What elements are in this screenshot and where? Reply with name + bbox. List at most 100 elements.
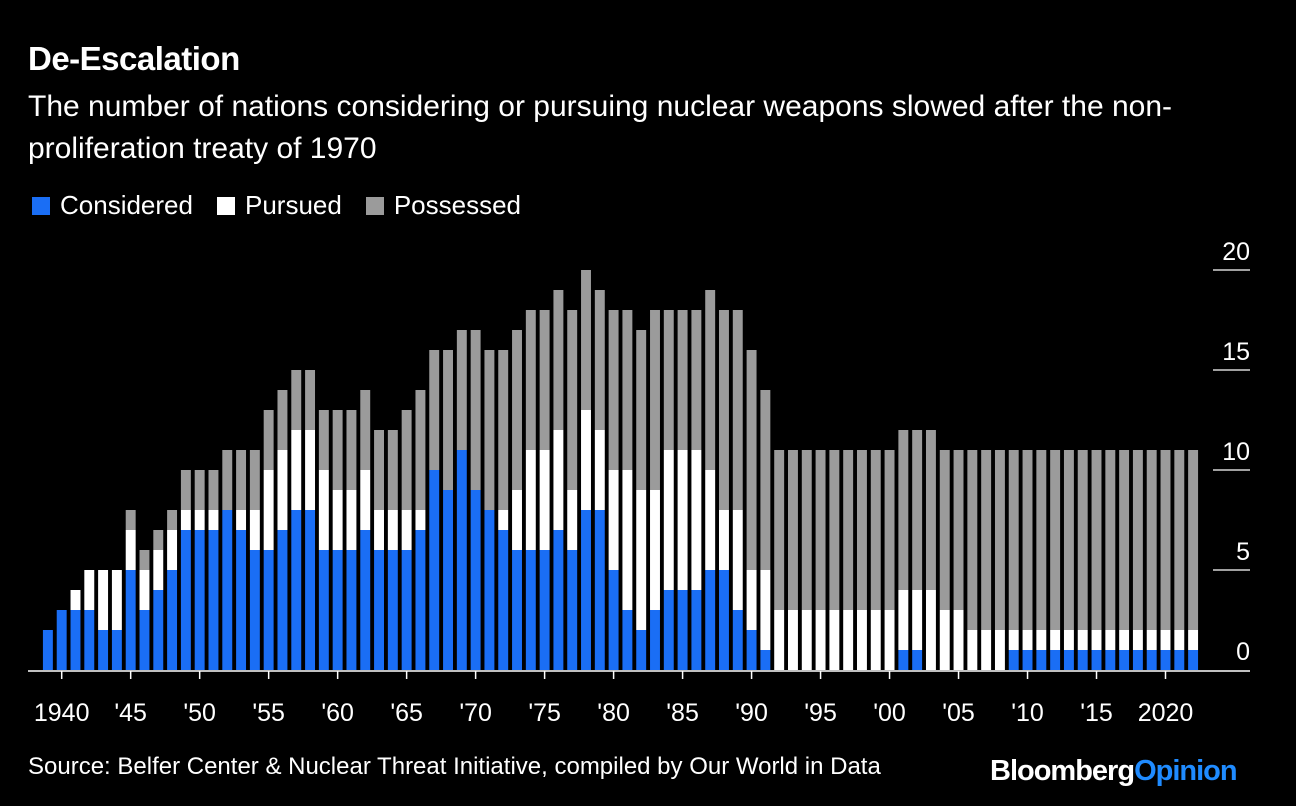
- bar-pursued-1964: [387, 510, 398, 550]
- bar-pursued-2017: [1119, 630, 1130, 650]
- bar-pursued-2021: [1174, 630, 1185, 650]
- bar-considered-1973: [512, 550, 522, 670]
- bar-pursued-1988: [719, 510, 729, 570]
- bar-possessed-1947: [153, 530, 164, 550]
- bar-pursued-1998: [856, 610, 867, 670]
- bar-possessed-1983: [650, 310, 660, 490]
- bar-pursued-1980: [608, 470, 619, 570]
- bar-considered-1955: [263, 550, 274, 670]
- bar-possessed-1954: [249, 450, 260, 510]
- x-tick-label-2020: 2020: [1138, 699, 1194, 727]
- bar-possessed-2014: [1077, 450, 1088, 630]
- bar-possessed-1961: [346, 410, 357, 490]
- bar-considered-1982: [636, 630, 647, 670]
- bar-considered-1987: [705, 570, 716, 670]
- x-tick-label-1975: '75: [528, 699, 561, 727]
- bar-possessed-1984: [663, 310, 674, 450]
- bar-possessed-1966: [415, 390, 426, 510]
- bar-possessed-1956: [277, 390, 288, 450]
- bar-possessed-2007: [981, 450, 992, 630]
- bar-considered-1943: [98, 630, 109, 670]
- bar-possessed-1979: [594, 290, 605, 430]
- x-tick-label-1960: '60: [321, 699, 354, 727]
- x-tick-label-1970: '70: [459, 699, 492, 727]
- bar-pursued-1944: [111, 570, 122, 630]
- bar-possessed-1989: [732, 310, 743, 510]
- bar-considered-1960: [332, 550, 343, 670]
- bar-pursued-2001: [898, 590, 909, 650]
- bar-possessed-1988: [719, 310, 729, 510]
- bar-possessed-2004: [939, 450, 950, 610]
- bar-possessed-1985: [677, 310, 688, 450]
- bar-pursued-2004: [939, 610, 950, 670]
- bar-pursued-2003: [925, 590, 936, 670]
- bar-considered-1983: [650, 610, 660, 670]
- bar-pursued-1989: [732, 510, 743, 610]
- bar-possessed-1962: [360, 390, 371, 470]
- bar-pursued-1963: [374, 510, 384, 550]
- bar-pursued-1977: [567, 490, 578, 550]
- bar-considered-1953: [236, 530, 247, 670]
- bar-considered-1954: [249, 550, 260, 670]
- x-tick-label-1955: '55: [252, 699, 285, 727]
- bar-considered-1946: [139, 610, 150, 670]
- bar-possessed-2000: [884, 450, 895, 610]
- bar-considered-1968: [443, 490, 453, 670]
- bar-pursued-1973: [512, 490, 522, 550]
- bar-considered-1972: [498, 530, 509, 670]
- bar-considered-1961: [346, 550, 357, 670]
- bar-possessed-1968: [443, 350, 453, 490]
- legend-item-pursued: Pursued: [216, 190, 342, 221]
- bar-considered-2022: [1188, 650, 1199, 670]
- x-tick-label-2015: '15: [1080, 699, 1113, 727]
- bar-possessed-2022: [1188, 450, 1199, 630]
- bar-considered-2012: [1050, 650, 1061, 670]
- bar-pursued-2013: [1063, 630, 1074, 650]
- bar-pursued-2006: [967, 630, 978, 670]
- bar-pursued-2020: [1160, 630, 1171, 650]
- bar-considered-2009: [1008, 650, 1019, 670]
- bar-considered-1974: [525, 550, 536, 670]
- x-tick-label-1990: '90: [735, 699, 768, 727]
- bar-pursued-2008: [994, 630, 1005, 670]
- bar-considered-1976: [553, 530, 564, 670]
- bar-possessed-2019: [1146, 450, 1157, 630]
- legend-item-considered: Considered: [32, 190, 193, 221]
- x-tick-label-2000: '00: [873, 699, 906, 727]
- bar-possessed-2002: [912, 430, 923, 590]
- bar-pursued-1954: [249, 510, 260, 550]
- bar-pursued-1949: [180, 510, 191, 530]
- bar-considered-1977: [567, 550, 578, 670]
- bar-pursued-1951: [208, 510, 219, 530]
- source-note: Source: Belfer Center & Nuclear Threat I…: [28, 753, 881, 780]
- bar-pursued-1966: [415, 510, 426, 530]
- bar-possessed-1973: [512, 330, 522, 490]
- legend-swatch-considered: [32, 196, 50, 215]
- bar-considered-2019: [1146, 650, 1157, 670]
- bar-considered-1951: [208, 530, 219, 670]
- bar-considered-1940: [56, 610, 67, 670]
- bar-considered-2015: [1091, 650, 1102, 670]
- bar-possessed-1952: [222, 450, 233, 510]
- bar-considered-1970: [470, 490, 481, 670]
- bar-pursued-2015: [1091, 630, 1102, 650]
- bar-considered-2017: [1119, 650, 1130, 670]
- legend-label-possessed: Possessed: [393, 190, 522, 220]
- bar-considered-2002: [912, 650, 923, 670]
- bar-possessed-2017: [1119, 450, 1130, 630]
- bar-possessed-2008: [994, 450, 1005, 630]
- bar-pursued-1999: [870, 610, 881, 670]
- chart-title: De-Escalation: [28, 40, 240, 77]
- bar-possessed-2020: [1160, 450, 1171, 630]
- bar-possessed-2018: [1132, 450, 1143, 630]
- bar-considered-1939: [42, 630, 53, 670]
- bar-possessed-1991: [760, 390, 771, 570]
- bar-possessed-1995: [815, 450, 826, 610]
- y-tick-label-10: 10: [1222, 438, 1250, 466]
- bar-pursued-1979: [594, 430, 605, 510]
- bar-considered-2016: [1105, 650, 1116, 670]
- bar-pursued-1972: [498, 510, 509, 530]
- bar-considered-1969: [456, 450, 467, 670]
- bar-possessed-2011: [1036, 450, 1047, 630]
- bar-pursued-2014: [1077, 630, 1088, 650]
